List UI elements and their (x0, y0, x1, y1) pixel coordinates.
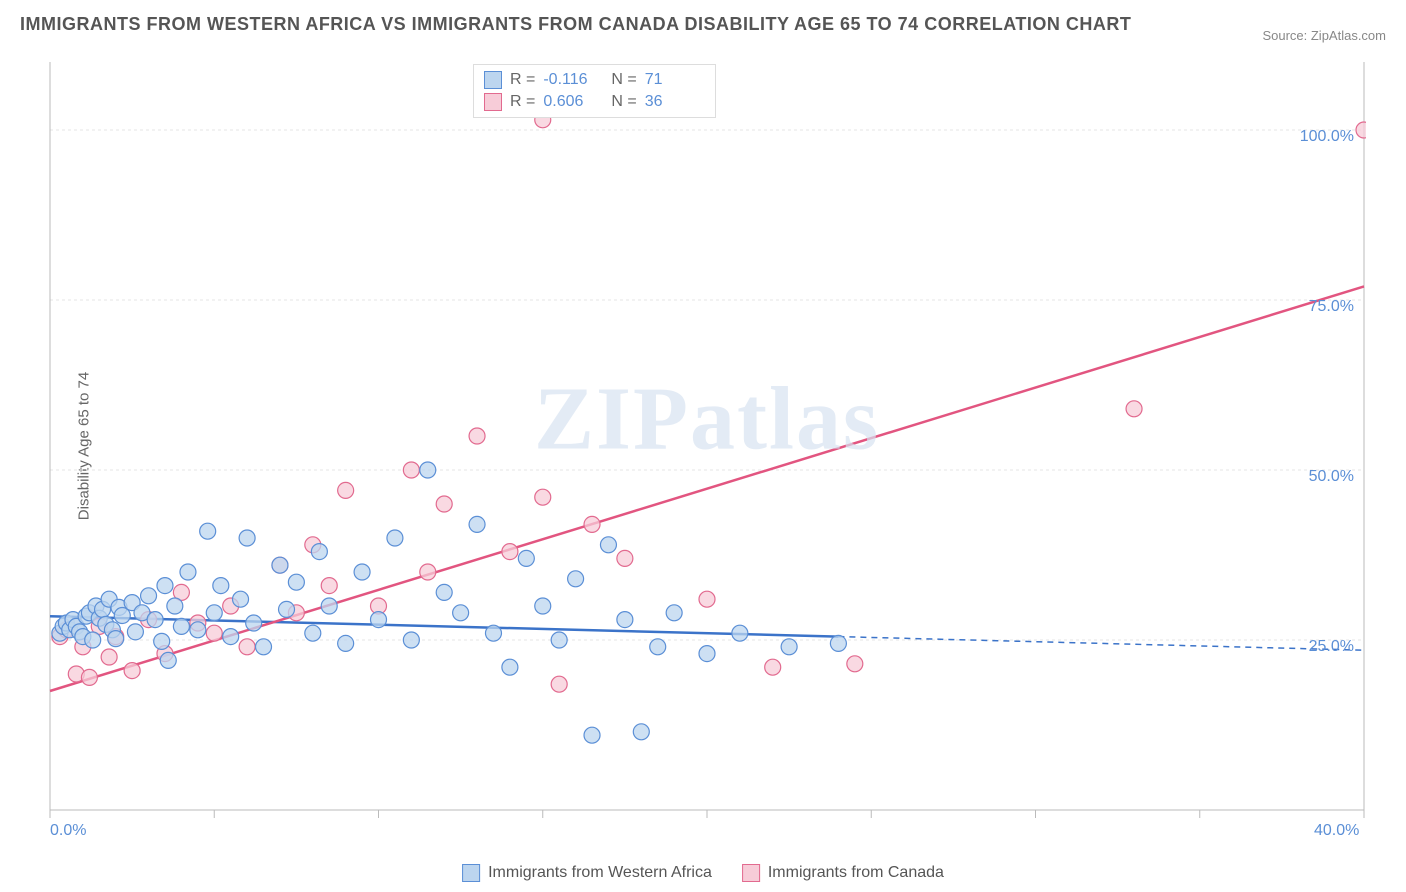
correlation-stats-box: R = -0.116 N = 71 R = 0.606 N = 36 (473, 64, 716, 118)
n-label: N = (611, 71, 636, 89)
r-value: 0.606 (543, 93, 603, 111)
r-label: R = (510, 71, 535, 89)
y-tick-label: 50.0% (1309, 468, 1354, 486)
y-tick-label: 100.0% (1300, 128, 1354, 146)
x-tick-label: 0.0% (50, 822, 86, 840)
n-label: N = (611, 93, 636, 111)
chart-title: IMMIGRANTS FROM WESTERN AFRICA VS IMMIGR… (20, 14, 1131, 35)
swatch-pink (742, 864, 760, 882)
y-tick-label: 25.0% (1309, 638, 1354, 656)
r-value: -0.116 (543, 71, 603, 89)
r-label: R = (510, 93, 535, 111)
legend-label: Immigrants from Canada (768, 864, 944, 882)
source-attribution: Source: ZipAtlas.com (1262, 28, 1386, 43)
swatch-blue (484, 71, 502, 89)
scatter-chart (48, 60, 1366, 840)
stats-row: R = -0.116 N = 71 (484, 69, 705, 91)
legend: Immigrants from Western Africa Immigrant… (462, 864, 944, 882)
legend-item: Immigrants from Western Africa (462, 864, 712, 882)
legend-item: Immigrants from Canada (742, 864, 944, 882)
swatch-pink (484, 93, 502, 111)
swatch-blue (462, 864, 480, 882)
stats-row: R = 0.606 N = 36 (484, 91, 705, 113)
legend-label: Immigrants from Western Africa (488, 864, 712, 882)
n-value: 71 (645, 71, 705, 89)
n-value: 36 (645, 93, 705, 111)
y-tick-label: 75.0% (1309, 298, 1354, 316)
x-tick-label: 40.0% (1314, 822, 1359, 840)
chart-area: ZIPatlas R = -0.116 N = 71 R = 0.606 N =… (48, 60, 1366, 840)
source-label: Source: (1262, 28, 1310, 43)
source-name: ZipAtlas.com (1311, 28, 1386, 43)
